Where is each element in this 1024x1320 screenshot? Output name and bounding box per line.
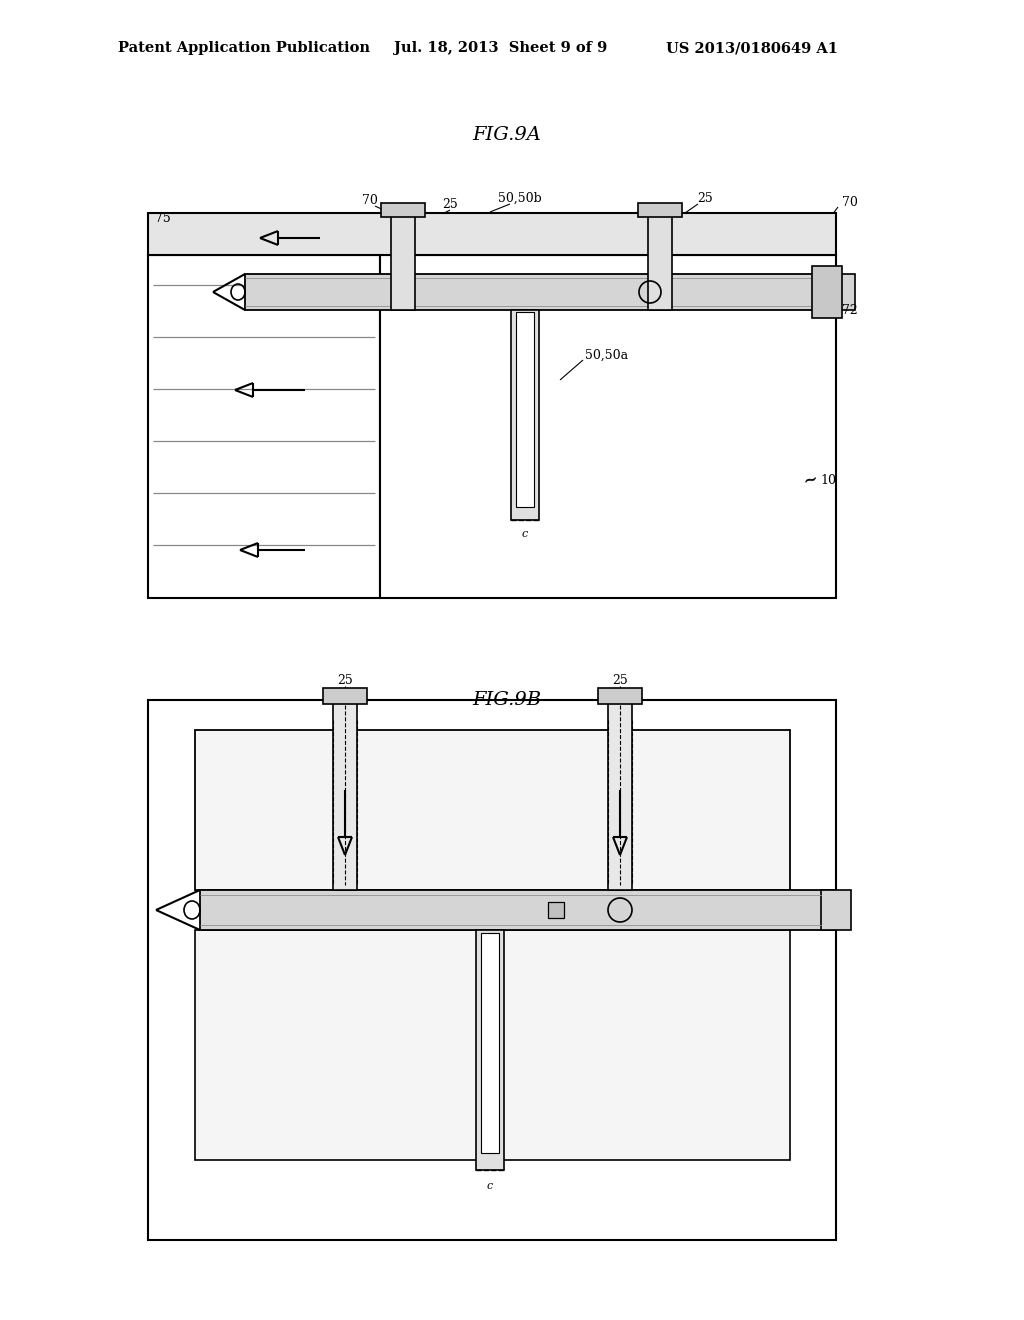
Text: 50,50a: 50,50a <box>585 348 628 362</box>
Bar <box>323 688 367 704</box>
Bar <box>812 267 842 318</box>
Bar <box>148 213 836 255</box>
Text: 25: 25 <box>612 673 628 686</box>
Bar <box>548 902 564 917</box>
Bar <box>195 730 790 890</box>
Bar <box>476 931 504 1170</box>
Bar <box>608 700 632 890</box>
Bar <box>148 255 380 598</box>
Bar <box>638 203 682 216</box>
Text: 72: 72 <box>842 304 858 317</box>
Text: Patent Application Publication: Patent Application Publication <box>118 41 370 55</box>
Text: FIG.9A: FIG.9A <box>472 125 542 144</box>
Bar <box>195 931 790 1160</box>
Bar <box>333 700 357 890</box>
Bar <box>481 933 499 1152</box>
Text: 50,50b: 50,50b <box>498 191 542 205</box>
Bar <box>830 275 855 310</box>
Text: ~: ~ <box>801 470 819 491</box>
Text: 70: 70 <box>362 194 378 206</box>
Text: c: c <box>486 1181 494 1191</box>
Text: Jul. 18, 2013  Sheet 9 of 9: Jul. 18, 2013 Sheet 9 of 9 <box>394 41 607 55</box>
Bar <box>511 310 539 520</box>
Text: FIG.9B: FIG.9B <box>472 690 542 709</box>
Text: US 2013/0180649 A1: US 2013/0180649 A1 <box>666 41 838 55</box>
Bar <box>381 203 425 216</box>
Bar <box>598 688 642 704</box>
Bar <box>200 890 836 931</box>
Bar <box>516 312 534 507</box>
Bar <box>648 211 672 310</box>
Bar <box>148 700 836 1239</box>
Bar <box>380 255 836 598</box>
Text: c: c <box>522 529 528 539</box>
Text: 70: 70 <box>842 197 858 210</box>
Text: 75: 75 <box>155 211 171 224</box>
Text: 25: 25 <box>337 673 353 686</box>
Text: 25: 25 <box>697 191 713 205</box>
Bar <box>391 211 415 310</box>
Bar <box>245 275 830 310</box>
Text: 25: 25 <box>442 198 458 211</box>
Text: 10: 10 <box>820 474 836 487</box>
Bar <box>821 890 851 931</box>
